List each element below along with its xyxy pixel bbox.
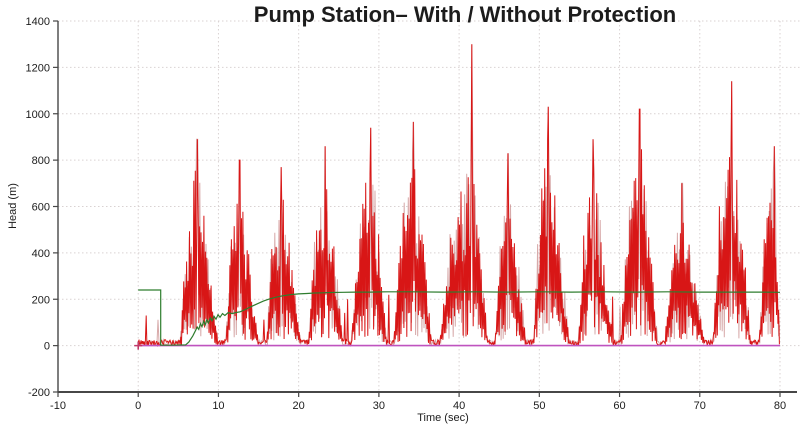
x-tick-label: 30 <box>373 400 385 412</box>
series-without-protection <box>137 44 780 348</box>
y-tick-label: 800 <box>32 155 50 167</box>
y-tick-label: 0 <box>44 341 50 353</box>
y-tick-label: 200 <box>32 294 50 306</box>
x-tick-label: 80 <box>774 400 786 412</box>
x-tick-label: 40 <box>453 400 465 412</box>
x-tick-label: 70 <box>694 400 706 412</box>
series-with-protection <box>138 289 781 346</box>
chart-title: Pump Station– With / Without Protection <box>253 2 677 27</box>
y-axis-label: Head (m) <box>7 183 19 229</box>
y-tick-label: 1000 <box>26 109 50 121</box>
x-tick-label: 0 <box>135 400 141 412</box>
x-tick-label: 50 <box>533 400 545 412</box>
x-axis-label: Time (sec) <box>417 412 469 424</box>
x-tick-label: 60 <box>613 400 625 412</box>
y-tick-label: 600 <box>32 202 50 214</box>
x-tick-label: 20 <box>293 400 305 412</box>
y-tick-label: 1200 <box>26 62 50 74</box>
y-tick-label: -200 <box>28 387 50 399</box>
x-tick-label: -10 <box>50 400 66 412</box>
x-tick-label: 10 <box>212 400 224 412</box>
y-tick-label: 400 <box>32 248 50 260</box>
y-tick-label: 1400 <box>26 16 50 28</box>
origin-plus-marker <box>134 341 143 350</box>
